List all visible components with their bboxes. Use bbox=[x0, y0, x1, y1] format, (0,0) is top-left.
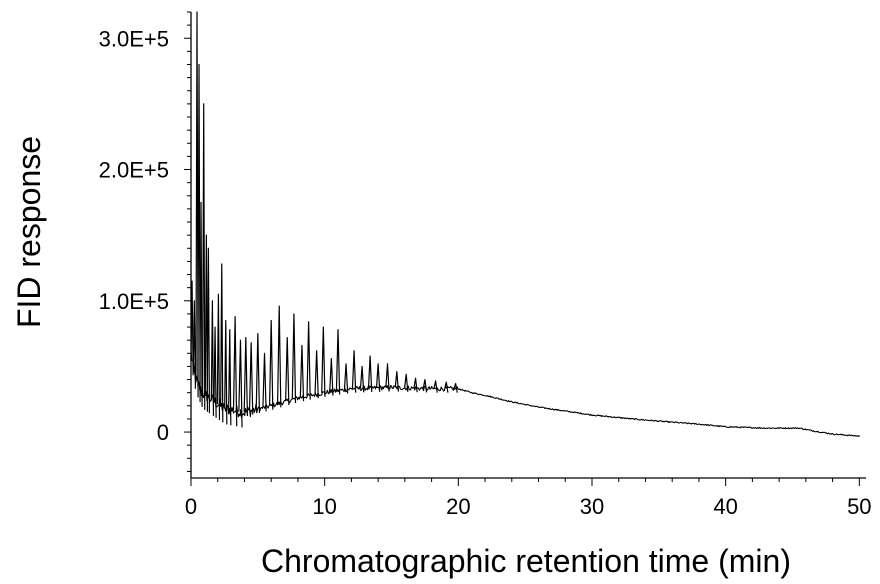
chromatogram-peak bbox=[335, 329, 341, 395]
chromatogram-peak bbox=[321, 326, 326, 397]
x-tick-label: 20 bbox=[446, 494, 470, 519]
chromatogram-peak bbox=[243, 336, 249, 416]
chromatogram-peak bbox=[228, 329, 232, 426]
chromatogram-baseline bbox=[190, 351, 860, 437]
chromatogram-peak bbox=[197, 63, 201, 403]
chromatogram-peak bbox=[403, 373, 409, 392]
x-tick-label: 30 bbox=[580, 494, 604, 519]
chromatogram-peak bbox=[190, 280, 194, 376]
chromatogram-peak bbox=[262, 352, 267, 412]
chromatogram-peak bbox=[277, 305, 282, 408]
chromatogram-peak bbox=[291, 313, 297, 404]
chromatogram-peak bbox=[213, 326, 217, 418]
chromatogram-peak bbox=[367, 355, 373, 393]
axes bbox=[190, 12, 866, 479]
chromatogram-peak bbox=[220, 263, 224, 423]
chromatogram-peak bbox=[433, 380, 438, 393]
x-tick-label: 10 bbox=[312, 494, 336, 519]
chromatogram-peak bbox=[248, 342, 254, 415]
y-tick-label: 0 bbox=[157, 420, 169, 445]
chromatogram-peak bbox=[195, 11, 199, 398]
chromatogram-peak bbox=[314, 350, 319, 399]
chromatogram-peak bbox=[413, 377, 418, 393]
x-tick-label: 40 bbox=[713, 494, 737, 519]
chromatogram-peak bbox=[329, 357, 334, 396]
chromatogram-peak bbox=[285, 336, 290, 406]
x-tick-label: 50 bbox=[847, 494, 871, 519]
chromatogram-peak bbox=[216, 293, 221, 421]
chromatogram-peak bbox=[255, 333, 261, 414]
chromatogram-peak bbox=[224, 319, 228, 425]
chromatogram-peak bbox=[202, 103, 206, 410]
x-tick-label: 0 bbox=[185, 494, 197, 519]
chromatogram-peak bbox=[385, 363, 390, 392]
y-tick-label: 1.0E+5 bbox=[99, 289, 169, 314]
chromatogram-peak bbox=[453, 382, 458, 393]
plot-area bbox=[190, 11, 860, 437]
chromatogram-peak bbox=[299, 344, 305, 402]
chromatogram-peak bbox=[394, 371, 400, 392]
chromatogram-peak bbox=[210, 300, 215, 416]
chromatogram-peak bbox=[192, 300, 197, 389]
chromatogram-peak bbox=[359, 365, 365, 393]
chromatogram-peak bbox=[343, 363, 349, 394]
y-axis-label: FID response bbox=[11, 136, 47, 328]
tick-marks bbox=[184, 11, 860, 486]
chromatogram-peak bbox=[199, 201, 203, 407]
chromatogram-peak bbox=[422, 378, 428, 393]
y-tick-label: 3.0E+5 bbox=[99, 26, 169, 51]
chromatogram-peak bbox=[444, 381, 449, 393]
y-tick-label: 2.0E+5 bbox=[99, 158, 169, 183]
x-axis-label: Chromatographic retention time (min) bbox=[261, 543, 791, 579]
chromatogram-peak bbox=[238, 339, 243, 428]
chromatogram-peak bbox=[375, 363, 381, 392]
chromatogram-peak bbox=[206, 247, 211, 414]
tick-labels: 0 1.0E+5 2.0E+5 3.0E+5 0 10 20 30 40 50 bbox=[99, 26, 872, 519]
chromatogram-peak bbox=[351, 350, 357, 393]
chromatogram-peak bbox=[306, 321, 311, 400]
chromatogram-peak bbox=[268, 319, 274, 410]
chromatogram-peak bbox=[232, 315, 238, 427]
